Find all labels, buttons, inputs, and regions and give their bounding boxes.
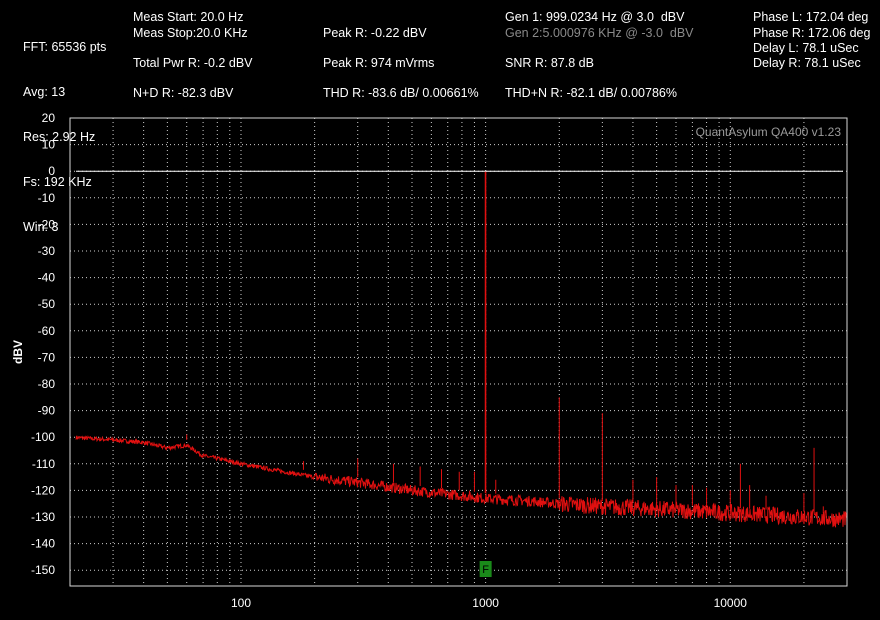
readout-meas-stop: Meas Stop:20.0 KHz <box>133 26 248 40</box>
y-tick-label: -90 <box>38 404 56 418</box>
readout-peak-mv: Peak R: 974 mVrms <box>323 56 435 70</box>
brand-label: QuantAsylum QA400 v1.23 <box>696 125 842 139</box>
y-tick-label: -30 <box>38 244 56 258</box>
readout-fft-pts: FFT: 65536 pts <box>23 40 107 54</box>
y-tick-label: -10 <box>38 191 56 205</box>
y-tick-label: 10 <box>42 138 56 152</box>
readout-snr: SNR R: 87.8 dB <box>505 56 594 70</box>
y-tick-label: -40 <box>38 271 56 285</box>
readout-gen1: Gen 1: 999.0234 Hz @ 3.0 dBV <box>505 10 685 24</box>
x-tick-label: 1000 <box>472 596 499 610</box>
plot-frame <box>69 117 848 587</box>
y-tick-label: -110 <box>32 457 55 471</box>
readout-thd: THD R: -83.6 dB/ 0.00661% <box>323 86 479 100</box>
readout-gen2: Gen 2:5.000976 KHz @ -3.0 dBV <box>505 26 694 40</box>
readout-res: Res: 2.92 Hz <box>23 130 96 144</box>
y-tick-label: -100 <box>31 430 55 444</box>
readout-total-pwr: Total Pwr R: -0.2 dBV <box>133 56 253 70</box>
readout-thdn: THD+N R: -82.1 dB/ 0.00786% <box>505 86 677 100</box>
y-tick-label: -50 <box>38 297 56 311</box>
readout-avg: Avg: 13 <box>23 85 66 99</box>
fundamental-marker[interactable]: F <box>479 561 492 577</box>
readout-meas-start: Meas Start: 20.0 Hz <box>133 10 244 24</box>
x-tick-label: 100 <box>231 596 251 610</box>
readout-fft-block: FFT: 65536 pts Avg: 13 Res: 2.92 Hz Fs: … <box>23 10 106 250</box>
readout-phase-l: Phase L: 172.04 deg <box>753 10 869 24</box>
y-tick-label: -20 <box>38 217 56 231</box>
marker-box[interactable] <box>479 561 492 577</box>
readout-delay-l: Delay L: 78.1 uSec <box>753 41 859 55</box>
readout-win: Win: 3 <box>23 220 59 234</box>
readout-fs: Fs: 192 KHz <box>23 175 92 189</box>
y-tick-label: 0 <box>48 164 55 178</box>
readout-peak-dbv: Peak R: -0.22 dBV <box>323 26 427 40</box>
readout-phase-r: Phase R: 172.06 deg <box>753 26 871 40</box>
x-tick-label: 10000 <box>714 596 748 610</box>
readout-delay-r: Delay R: 78.1 uSec <box>753 56 861 70</box>
y-axis-label: dBV <box>11 340 25 364</box>
y-tick-label: 20 <box>42 111 56 125</box>
spectrum-trace <box>75 171 848 528</box>
marker-label: F <box>482 564 489 576</box>
y-tick-label: -150 <box>31 563 55 577</box>
y-tick-label: -60 <box>38 324 56 338</box>
readout-nd: N+D R: -82.3 dBV <box>133 86 234 100</box>
y-tick-label: -130 <box>31 510 55 524</box>
y-tick-label: -120 <box>31 483 55 497</box>
y-tick-label: -80 <box>38 377 56 391</box>
y-tick-label: -70 <box>38 350 56 364</box>
y-tick-label: -140 <box>31 537 55 551</box>
tick-labels: 20100-10-20-30-40-50-60-70-80-90-100-110… <box>31 111 747 610</box>
noise-floor-line <box>75 435 848 528</box>
